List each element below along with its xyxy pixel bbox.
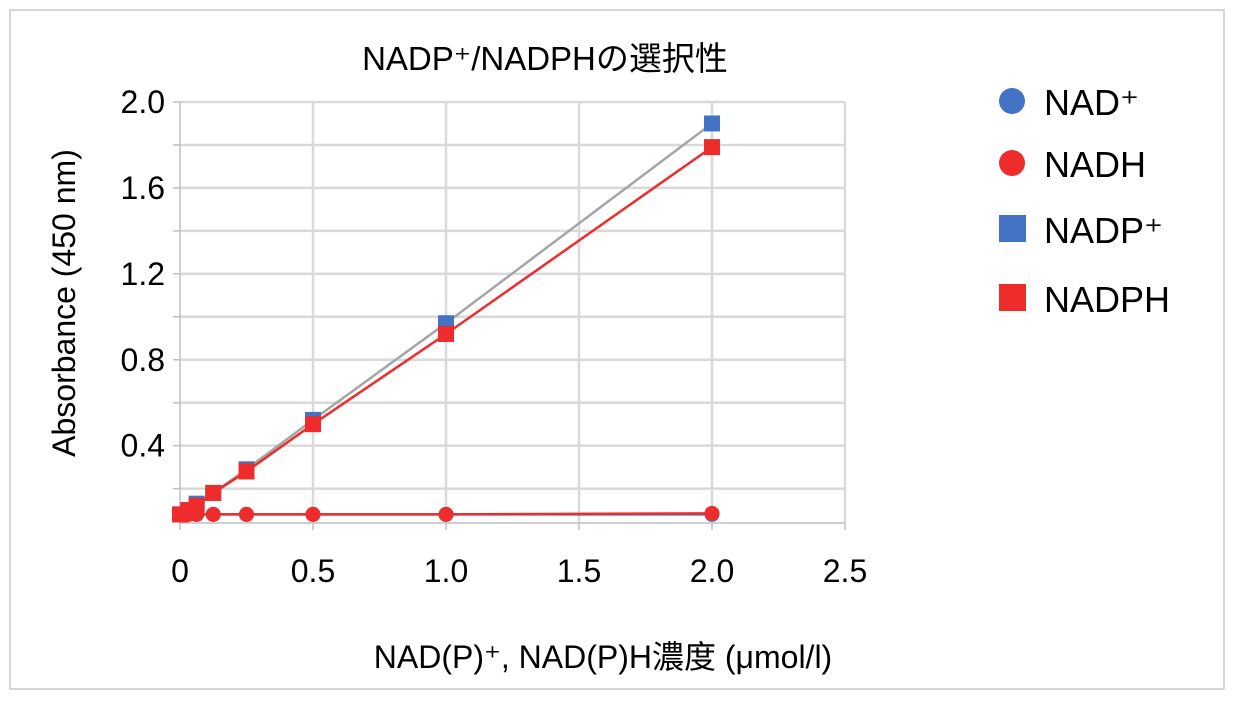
data-point	[704, 115, 720, 132]
legend-marker	[999, 284, 1026, 311]
y-tick-label: 1.6	[121, 170, 165, 206]
legend-marker	[999, 88, 1025, 114]
y-tick-label: 1.2	[121, 256, 165, 292]
legend-label: NADP⁺	[1044, 210, 1163, 251]
series-markers	[172, 115, 720, 523]
legend-marker	[999, 215, 1026, 242]
x-tick-label: 2.5	[823, 553, 867, 589]
grid	[180, 100, 847, 523]
data-point	[205, 484, 222, 501]
data-point	[239, 506, 254, 522]
data-point	[188, 497, 205, 514]
legend-label: NAD⁺	[1044, 82, 1139, 123]
data-point	[305, 506, 321, 522]
x-tick-label: 0.5	[291, 553, 335, 589]
x-tick-label: 1.0	[424, 553, 468, 589]
legend-marker	[999, 150, 1025, 176]
x-tick-label: 2.0	[690, 553, 734, 589]
x-axis-label: NAD(P)⁺, NAD(P)H濃度 (μmol/l)	[374, 639, 832, 675]
y-tick-label: 2.0	[121, 84, 165, 120]
tick-labels: 0 0.5 1.0 1.5 2.0 2.5 0.4 0.8 1.2 1.6 2.0	[121, 84, 868, 589]
data-point	[704, 505, 720, 521]
y-tick-label: 0.4	[121, 428, 165, 464]
legend-label: NADPH	[1044, 279, 1170, 320]
chart-title: NADP⁺/NADPHの選択性	[362, 40, 728, 77]
x-tick-label: 0	[171, 553, 189, 589]
data-point	[704, 139, 720, 156]
axes	[173, 101, 846, 530]
data-point	[238, 463, 255, 480]
chart-frame	[9, 9, 1225, 690]
data-point	[438, 325, 454, 342]
data-point	[305, 416, 321, 433]
legend-label: NADH	[1044, 144, 1146, 185]
x-tick-label: 1.5	[557, 553, 601, 589]
data-point	[205, 506, 221, 522]
data-point	[438, 506, 454, 522]
legend: NAD⁺ NADH NADP⁺ NADPH	[999, 82, 1170, 320]
y-axis-label: Absorbance (450 nm)	[46, 149, 82, 457]
y-tick-label: 0.8	[121, 342, 165, 378]
